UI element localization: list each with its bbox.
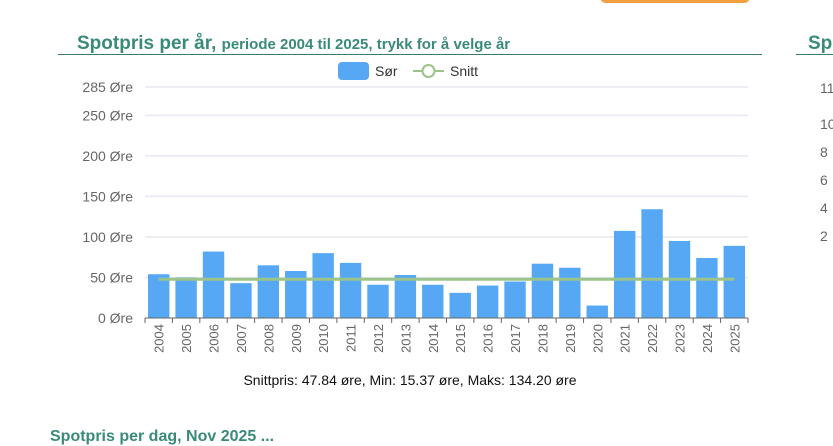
- right-axis-label: 8: [820, 144, 828, 160]
- bar-2020[interactable]: [586, 305, 608, 318]
- bar-2004[interactable]: [148, 274, 170, 318]
- right-axis-label: 10: [820, 116, 833, 132]
- bar-2011[interactable]: [339, 262, 362, 318]
- chart-title: Spotpris per år, periode 2004 til 2025, …: [77, 33, 511, 54]
- x-tick-label: 2016: [481, 324, 496, 353]
- x-tick-label: 2021: [618, 324, 633, 353]
- y-tick-label: 150 Øre: [82, 188, 133, 204]
- bar-2008[interactable]: [257, 265, 280, 318]
- y-tick-label: 250 Øre: [82, 107, 133, 123]
- right-axis-label: 6: [820, 172, 828, 188]
- bar-chart[interactable]: 0 Øre 50 Øre 100 Øre 150 Øre 200 Øre 250 Øre 2…: [0, 0, 833, 435]
- x-tick-label: 2010: [316, 324, 331, 353]
- x-tick-label: 2019: [563, 324, 578, 353]
- bar-2014[interactable]: [422, 284, 444, 318]
- right-axis-label: 11: [820, 80, 833, 96]
- next-section-title: Spotpris per dag, Nov 2025 ...: [50, 428, 275, 445]
- x-tick-label: 2004: [152, 324, 167, 353]
- x-tick-label: 2008: [261, 324, 276, 353]
- x-tick-label: 2009: [289, 324, 304, 353]
- legend-snitt-marker[interactable]: [421, 64, 436, 78]
- x-tick-label: 2007: [234, 324, 249, 353]
- right-panel-title: Sp: [808, 33, 833, 54]
- bar-2006[interactable]: [202, 251, 225, 318]
- x-tick-label: 2014: [426, 324, 441, 353]
- stats-summary: Snittpris: 47.84 øre, Min: 15.37 øre, Ma…: [243, 372, 577, 388]
- bar-2019[interactable]: [559, 267, 581, 318]
- legend-sor-label[interactable]: Sør: [375, 63, 398, 79]
- x-tick-label: 2012: [371, 324, 386, 353]
- bar-2025[interactable]: [723, 245, 745, 318]
- right-divider: [796, 54, 833, 55]
- bar-2024[interactable]: [696, 258, 718, 318]
- x-tick-label: 2005: [179, 324, 194, 353]
- bar-2009[interactable]: [285, 270, 307, 318]
- x-tick-label: 2011: [344, 324, 359, 352]
- x-tick-label: 2022: [645, 324, 660, 353]
- y-tick-label: 200 Øre: [82, 148, 133, 164]
- right-axis-label: 2: [820, 228, 828, 244]
- x-tick-label: 2006: [207, 324, 222, 353]
- x-tick-label: 2024: [700, 324, 715, 353]
- legend-sor-swatch[interactable]: [338, 62, 369, 80]
- bar-2015[interactable]: [449, 292, 471, 318]
- title-divider: [58, 54, 762, 55]
- x-tick-label: 2020: [590, 324, 605, 353]
- bar-2018[interactable]: [531, 263, 554, 318]
- orange-button[interactable]: [600, 0, 750, 3]
- x-tick-label: 2025: [727, 324, 742, 353]
- y-tick-label: 100 Øre: [82, 229, 133, 245]
- x-tick-label: 2023: [672, 324, 687, 353]
- bar-2007[interactable]: [230, 283, 252, 318]
- x-tick-label: 2013: [398, 324, 413, 353]
- x-tick-label: 2015: [453, 324, 468, 353]
- legend-snitt-label[interactable]: Snitt: [450, 63, 478, 79]
- y-tick-label: 50 Øre: [90, 269, 133, 285]
- bar-2017[interactable]: [504, 281, 526, 318]
- right-axis-label: 4: [820, 200, 828, 216]
- x-tick-label: 2018: [535, 324, 550, 353]
- bar-2005[interactable]: [175, 277, 197, 318]
- bar-2016[interactable]: [476, 285, 499, 318]
- bar-2010[interactable]: [312, 253, 334, 318]
- bar-2021[interactable]: [613, 230, 636, 318]
- bar-2012[interactable]: [367, 284, 389, 318]
- y-tick-label: 0 Øre: [98, 310, 133, 326]
- bar-2022[interactable]: [641, 209, 663, 318]
- bar-2013[interactable]: [394, 275, 417, 318]
- y-tick-label: 285 Øre: [82, 79, 133, 95]
- x-tick-label: 2017: [508, 324, 523, 353]
